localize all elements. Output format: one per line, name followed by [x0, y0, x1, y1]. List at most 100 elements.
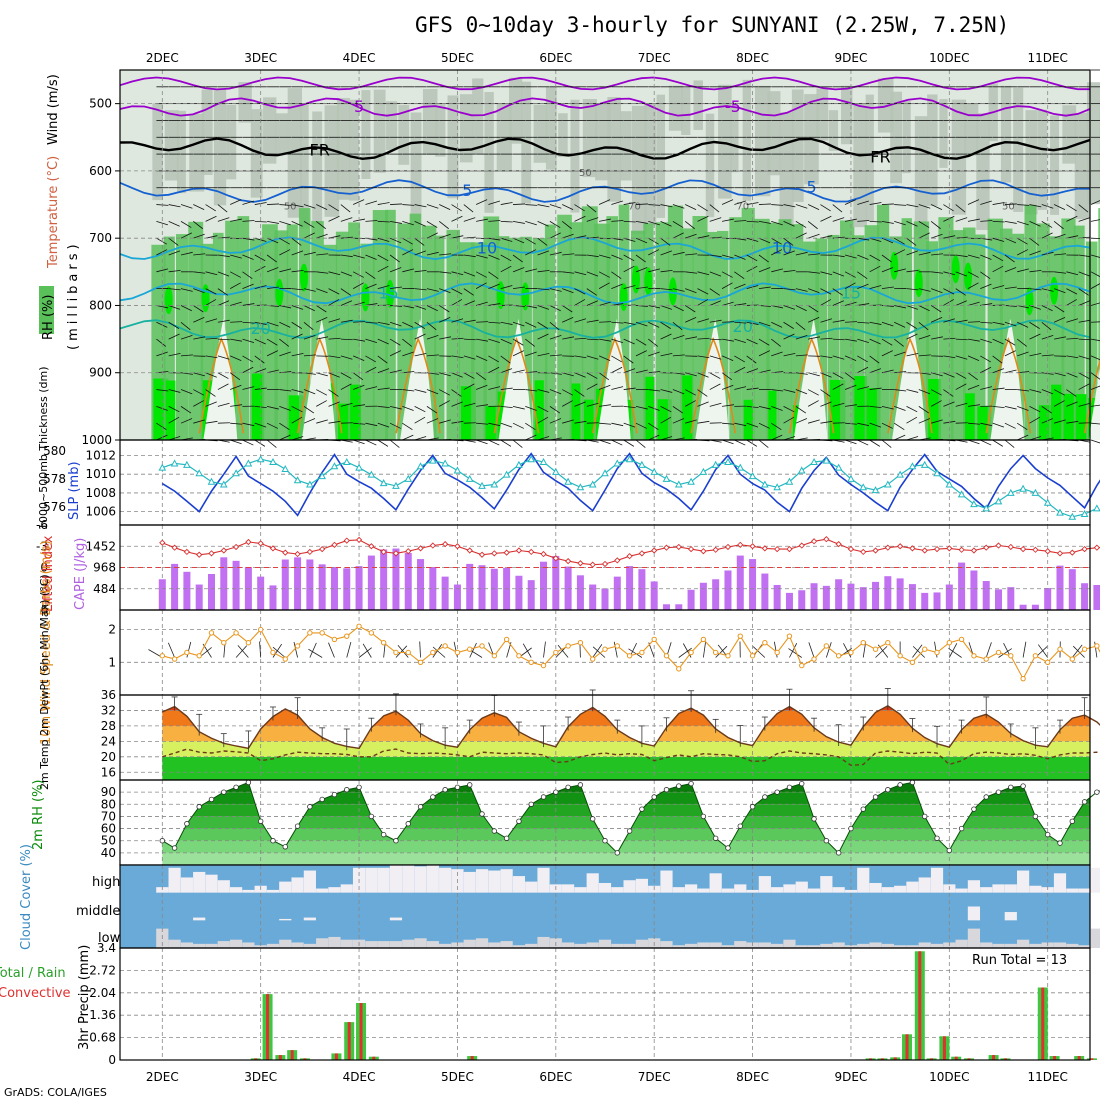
- rh-cell: [250, 109, 263, 198]
- wind-barb: [912, 646, 926, 658]
- wind-barb: [881, 254, 892, 263]
- wind-barb: [648, 249, 660, 256]
- wind-barb: [985, 642, 992, 658]
- wind-barb: [193, 204, 205, 210]
- wind-barb: [820, 235, 833, 239]
- wind-barb: [808, 288, 820, 294]
- wind-barb: [943, 204, 954, 212]
- lifted-index-point: [552, 555, 559, 562]
- rh-cell: [164, 110, 179, 181]
- wind-barb: [414, 353, 427, 357]
- wind-barb: [672, 321, 683, 331]
- wind-barb: [362, 643, 372, 658]
- wind-barb: [549, 354, 562, 357]
- precip-conv-bar: [372, 1056, 376, 1060]
- wind-barb: [402, 268, 415, 273]
- wind-barb: [242, 200, 255, 205]
- lifted-index-point: [761, 545, 768, 552]
- dewpoint-line: [162, 748, 1100, 767]
- cloud-bar: [635, 939, 648, 948]
- wind-barb: [328, 355, 341, 359]
- thickness-point: [920, 460, 929, 468]
- wind-barb: [881, 267, 894, 273]
- wind-barb: [217, 254, 230, 258]
- wind-barb: [623, 285, 636, 290]
- contour-label: 10: [477, 238, 497, 257]
- bottom-date-axis: 2DEC 3DEC 4DEC 5DEC 6DEC 7DEC 8DEC 9DEC 10DEC 11D…: [146, 1070, 1068, 1084]
- rh-cell: [163, 236, 175, 440]
- wind-barb: [734, 386, 747, 390]
- rh-point: [823, 838, 830, 844]
- wind-barb: [722, 404, 735, 407]
- rh-cell: [484, 91, 494, 213]
- precip-conv-bar: [470, 1056, 474, 1060]
- cloud-bar: [758, 876, 771, 893]
- wind-barb: [365, 283, 377, 290]
- wind-barb: [1016, 422, 1028, 431]
- precip-conv-bar: [278, 1055, 282, 1060]
- wind-speed-point: [934, 649, 940, 656]
- wind-barb: [648, 220, 660, 226]
- wind-barb: [217, 204, 228, 213]
- lifted-index-point: [269, 545, 277, 552]
- rh-cell: [1050, 115, 1060, 215]
- wind-barb: [1041, 321, 1052, 331]
- cape-bar: [281, 559, 289, 610]
- temp-contour: [119, 282, 1091, 305]
- thickness-point: [232, 469, 240, 477]
- cloud-bar: [918, 877, 931, 893]
- wind-barb: [623, 405, 636, 409]
- cape-bar: [736, 555, 744, 610]
- rh-cell: [1025, 110, 1038, 215]
- lifted-index-point: [946, 545, 953, 552]
- wind-barb: [1066, 288, 1078, 295]
- rh-point: [934, 835, 940, 841]
- wind-barb: [685, 288, 697, 294]
- rh-cell: [926, 241, 939, 440]
- wind-barb: [1066, 215, 1078, 222]
- rh-tick-label: 40: [101, 846, 116, 860]
- wind-barb: [1029, 269, 1042, 273]
- wind-barb: [844, 338, 857, 342]
- thickness-point: [883, 480, 892, 488]
- wind-barb: [1066, 355, 1079, 359]
- wind-barb: [1017, 389, 1030, 392]
- rh-cell: [976, 113, 990, 231]
- rh-point: [626, 828, 633, 834]
- wind-barb: [586, 319, 599, 323]
- rh-cell: [827, 234, 840, 440]
- wind-barb: [402, 351, 414, 357]
- wind-barb: [611, 283, 623, 290]
- wind-barb: [734, 338, 746, 343]
- wind-barb: [635, 286, 648, 290]
- temp-contour-25: [296, 336, 343, 434]
- wind-barb: [562, 372, 574, 377]
- thickness-point: [183, 460, 191, 468]
- wind-barb: [168, 333, 180, 340]
- cape-bar: [724, 570, 732, 610]
- rh-cell: [509, 77, 523, 144]
- wind-barb: [721, 355, 734, 361]
- temperature-legend-label: Temperature (°C): [46, 156, 61, 269]
- wind-barb: [537, 321, 549, 329]
- rh-cell: [582, 99, 598, 178]
- cloud-bar: [1078, 888, 1091, 893]
- wind-barb: [1078, 355, 1091, 360]
- wind-barb: [758, 203, 771, 205]
- wind-barb: [414, 389, 427, 393]
- wind-barb: [156, 422, 167, 431]
- wind-barb: [808, 233, 820, 239]
- wind-barb: [894, 321, 906, 328]
- cape-bar: [183, 571, 191, 610]
- rh-cell: [571, 383, 581, 440]
- wind-barb: [709, 204, 720, 213]
- panel-cloud-cover: [119, 864, 1100, 949]
- wind-speed-point: [983, 656, 989, 662]
- wind-barb: [832, 372, 844, 379]
- wind-barb: [758, 369, 771, 374]
- contour-label: 50: [579, 168, 592, 179]
- rh-band: [162, 792, 1090, 805]
- cloud-bar: [537, 936, 550, 948]
- wind-barb: [512, 286, 525, 290]
- wind-barb: [291, 333, 303, 340]
